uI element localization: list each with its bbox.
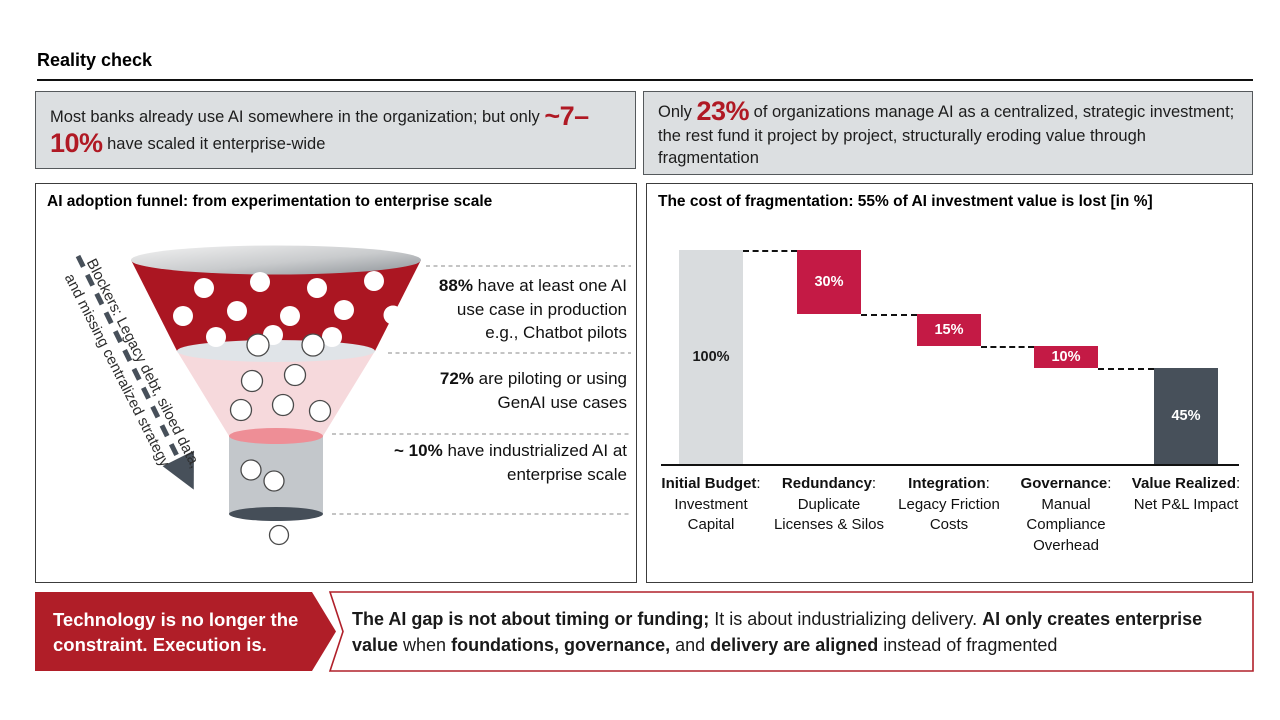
text-segment: 23% — [696, 95, 750, 126]
text-segment: have at least one AI — [472, 276, 627, 295]
text-segment: use case in production — [456, 299, 627, 319]
text-segment: ~ 10% — [394, 441, 443, 460]
waterfall-bar: 45% — [1154, 367, 1218, 464]
waterfall-baseline — [661, 464, 1239, 466]
text-segment: delivery are aligned — [710, 635, 879, 655]
funnel-dots-top — [173, 271, 439, 347]
callout-line2: constraint. Execution is. — [53, 634, 267, 655]
waterfall-bar-label: 45% — [1171, 407, 1201, 424]
funnel-panel: AI adoption funnel: from experimentation… — [35, 183, 637, 583]
funnel-dots-bottom — [240, 459, 285, 492]
title-divider — [37, 79, 1253, 81]
waterfall-category-label: Initial Budget: Investment Capital — [661, 475, 761, 533]
headline-box-left: Most banks already use AI somewhere in t… — [35, 91, 636, 169]
callout-line1: Technology is no longer the — [53, 609, 299, 630]
message-box-border — [328, 591, 1254, 672]
headline-left-text: Most banks already use AI somewhere in t… — [50, 103, 621, 157]
headline-box-right: Only 23% of organizations manage AI as a… — [643, 91, 1253, 175]
text-segment: of organizations manage AI as a centrali… — [658, 102, 1235, 167]
text-segment: 72% — [439, 369, 474, 388]
waterfall-bar: 10% — [1034, 346, 1098, 368]
funnel-dot-exit — [268, 524, 290, 546]
funnel-dots-middle — [229, 333, 332, 423]
text-segment: when — [398, 635, 452, 655]
text-segment: enterprise scale — [506, 464, 627, 484]
headline-right-text: Only 23% of organizations manage AI as a… — [658, 95, 1238, 169]
waterfall-category-label: Integration: Legacy Friction Costs — [898, 475, 1000, 533]
annotation-line: GenAI use cases — [440, 391, 627, 415]
annotation-line: 88% have at least one AI — [439, 274, 627, 298]
text-segment: foundations, governance, — [451, 635, 671, 655]
waterfall-bar: 100% — [679, 250, 743, 464]
waterfall-connector — [1098, 367, 1154, 370]
text-segment: and — [670, 635, 711, 655]
text-segment: are piloting or using — [473, 369, 627, 388]
text-segment: 88% — [438, 276, 473, 295]
text-segment: Most banks already use AI somewhere in t… — [50, 108, 545, 126]
waterfall-panel-title: The cost of fragmentation: 55% of AI inv… — [658, 193, 1153, 210]
text-segment: GenAI use cases — [497, 392, 627, 412]
waterfall-connector — [861, 314, 917, 317]
waterfall-bar: 15% — [917, 314, 981, 347]
waterfall-connector — [981, 346, 1034, 349]
funnel-annotation-10: ~ 10% have industrialized AI at enterpris… — [394, 439, 627, 486]
text-segment: have industrialized AI at — [442, 441, 627, 460]
page-title: Reality check — [37, 50, 153, 70]
message-text: The AI gap is not about timing or fundin… — [352, 606, 1237, 658]
annotation-line: enterprise scale — [394, 463, 627, 487]
funnel-panel-title: AI adoption funnel: from experimentation… — [47, 193, 493, 210]
text-segment: Only — [658, 102, 697, 121]
text-segment: ~7–10% — [50, 101, 589, 158]
text-segment: AI only creates enterprise value — [352, 609, 1203, 655]
funnel-annotation-88: 88% have at least one AI use case in prod… — [439, 274, 627, 345]
text-segment: have scaled it enterprise-wide — [102, 135, 326, 153]
annotation-line: ~ 10% have industrialized AI at — [394, 439, 627, 463]
text-segment: It is about industrializing delivery. — [709, 609, 983, 629]
funnel-diagram — [75, 245, 631, 546]
annotation-line: e.g., Chatbot pilots — [439, 321, 627, 345]
funnel-body — [131, 245, 439, 546]
waterfall-bar-label: 100% — [692, 349, 730, 365]
text-segment: The AI gap is not about timing or fundin… — [352, 609, 710, 629]
waterfall-panel: The cost of fragmentation: 55% of AI inv… — [646, 183, 1253, 583]
waterfall-category-label: Governance: Manual Compliance Overhead — [1020, 475, 1112, 554]
annotation-line: use case in production — [439, 298, 627, 322]
message-box: The AI gap is not about timing or fundin… — [320, 591, 1255, 673]
waterfall-bar-label: 10% — [1051, 348, 1081, 365]
callout-arrow-box: Technology is no longer the constraint. … — [35, 592, 336, 671]
funnel-dashed-leaders — [332, 265, 631, 515]
waterfall-connector — [743, 250, 797, 252]
annotation-line: 72% are piloting or using — [440, 367, 627, 391]
funnel-annotation-72: 72% are piloting or using GenAI use cases — [440, 367, 627, 414]
waterfall-category-label: Value Realized: Net P&L Impact — [1131, 475, 1241, 513]
waterfall-bar-label: 15% — [934, 322, 964, 339]
waterfall-category-label: Redundancy: Duplicate Licenses & Silos — [773, 475, 885, 533]
waterfall-bar-label: 30% — [814, 274, 844, 291]
text-segment: e.g., Chatbot pilots — [485, 323, 627, 342]
waterfall-chart: 100% 30% 15% 10% 45% Initial Budget: Investme… — [647, 184, 1252, 581]
text-segment: instead of fragmented — [878, 635, 1058, 655]
waterfall-bar: 30% — [797, 250, 861, 315]
